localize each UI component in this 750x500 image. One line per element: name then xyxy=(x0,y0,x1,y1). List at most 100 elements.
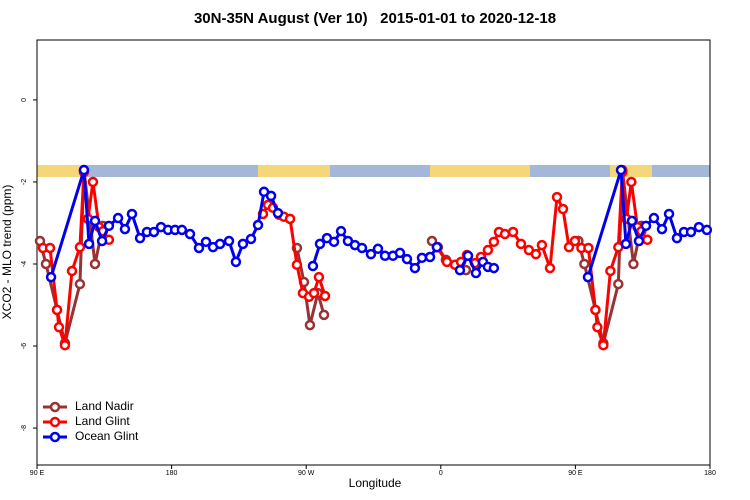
data-point xyxy=(590,304,601,316)
legend-label: Ocean Glint xyxy=(75,429,139,443)
data-point xyxy=(272,207,284,219)
land-band xyxy=(430,165,530,177)
data-point xyxy=(66,265,78,277)
data-point xyxy=(319,290,331,302)
data-point xyxy=(193,242,205,254)
data-point xyxy=(126,208,138,220)
data-point xyxy=(507,226,519,238)
data-point xyxy=(44,242,56,254)
y-tick-label: -6 xyxy=(21,343,28,349)
data-point xyxy=(579,258,590,270)
land-ocean-band xyxy=(37,165,710,177)
data-point xyxy=(488,262,500,274)
legend-marker xyxy=(49,416,61,428)
data-point xyxy=(59,339,71,351)
data-point xyxy=(613,278,624,290)
data-point xyxy=(53,321,65,333)
data-point xyxy=(663,208,675,220)
data-point xyxy=(569,235,581,247)
data-point xyxy=(89,215,101,227)
data-point xyxy=(424,251,436,263)
data-point xyxy=(633,235,645,247)
y-tick-label: 0 xyxy=(21,98,28,102)
data-point xyxy=(335,225,347,237)
data-point xyxy=(530,248,542,260)
data-point xyxy=(313,271,325,283)
data-point xyxy=(544,262,556,274)
data-point xyxy=(252,219,264,231)
data-point xyxy=(557,203,569,215)
data-point xyxy=(103,220,115,232)
data-point xyxy=(462,250,474,262)
data-point xyxy=(536,239,548,251)
y-tick-label: -4 xyxy=(21,261,28,267)
x-axis-label: Longitude xyxy=(349,476,402,490)
data-point xyxy=(598,339,609,351)
data-point xyxy=(112,212,124,224)
data-point xyxy=(40,258,52,270)
x-tick-label: 90 E xyxy=(568,470,583,477)
data-point xyxy=(237,238,249,250)
data-point xyxy=(328,236,340,248)
x-tick-label: 90 E xyxy=(30,470,45,477)
data-point xyxy=(284,213,296,225)
series-line xyxy=(49,168,708,278)
data-point xyxy=(200,236,212,248)
data-point xyxy=(671,232,683,244)
data-point xyxy=(592,321,603,333)
data-point xyxy=(78,164,90,176)
data-point xyxy=(409,262,421,274)
data-point xyxy=(96,235,108,247)
data-point xyxy=(441,256,453,268)
data-point xyxy=(605,265,616,277)
data-point xyxy=(265,190,277,202)
data-point xyxy=(119,223,131,235)
data-point xyxy=(45,271,57,283)
data-point xyxy=(83,238,95,250)
data-point xyxy=(416,252,428,264)
data-point xyxy=(626,176,637,188)
legend-label: Land Nadir xyxy=(75,399,134,413)
data-point xyxy=(656,223,668,235)
data-point xyxy=(176,224,188,236)
data-point xyxy=(314,238,326,250)
data-point xyxy=(365,248,377,260)
ocean-band xyxy=(37,165,710,177)
data-point xyxy=(148,226,160,238)
data-point xyxy=(223,235,235,247)
data-point xyxy=(291,259,303,271)
data-point xyxy=(134,232,146,244)
data-point xyxy=(307,260,319,272)
data-point xyxy=(89,258,101,270)
data-point xyxy=(214,238,226,250)
data-point xyxy=(551,191,563,203)
data-point xyxy=(87,176,99,188)
chart-title: 30N-35N August (Ver 10) 2015-01-01 to 20… xyxy=(194,10,556,27)
data-point xyxy=(615,164,627,176)
data-point xyxy=(482,244,494,256)
data-point xyxy=(51,304,63,316)
x-tick-label: 0 xyxy=(439,470,443,477)
data-point xyxy=(642,234,653,246)
data-point xyxy=(401,253,413,265)
y-axis-label: XCO2 - MLO trend (ppm) xyxy=(0,185,14,320)
data-point xyxy=(515,238,527,250)
x-tick-label: 180 xyxy=(704,470,716,477)
data-point xyxy=(626,215,638,227)
data-point xyxy=(648,212,660,224)
y-tick-label: -2 xyxy=(21,179,28,185)
data-point xyxy=(582,271,594,283)
data-point xyxy=(488,236,500,248)
legend-marker xyxy=(49,401,61,413)
land-band xyxy=(258,165,330,177)
data-point xyxy=(318,309,330,321)
x-tick-label: 180 xyxy=(166,470,178,477)
data-point xyxy=(394,247,406,259)
data-point xyxy=(308,287,320,299)
legend-marker xyxy=(49,431,61,443)
plot-frame xyxy=(36,39,711,466)
data-point xyxy=(499,228,511,240)
data-point xyxy=(583,242,594,254)
data-point xyxy=(356,242,368,254)
data-point xyxy=(628,258,639,270)
